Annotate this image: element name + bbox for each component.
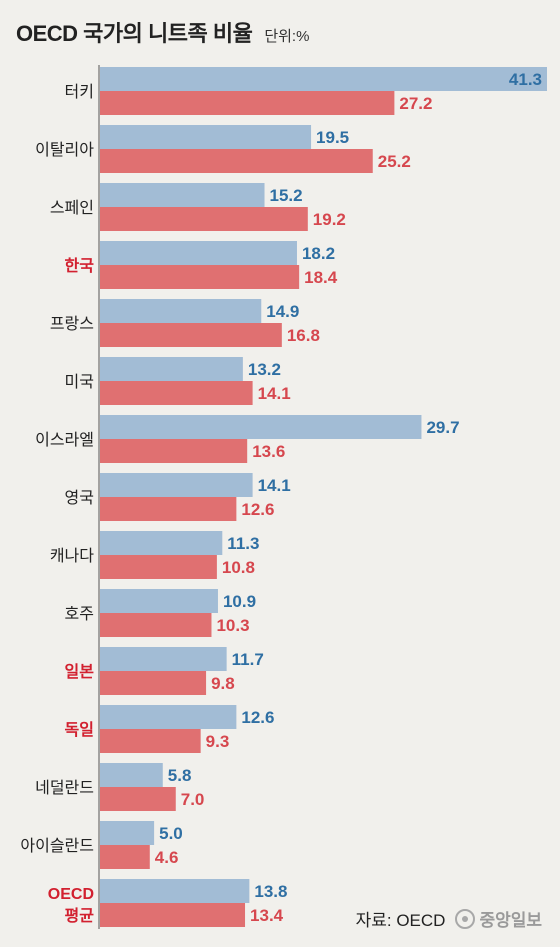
bar: [100, 323, 282, 347]
data-label: 12.6: [241, 708, 274, 727]
chart-header: OECD 국가의 니트족 비율 단위:%: [16, 16, 309, 56]
category-label: 프랑스: [50, 315, 94, 333]
bar: [100, 555, 217, 579]
bar: [100, 879, 250, 903]
data-label: 10.3: [216, 616, 249, 635]
publisher-logo-text: 중앙일보: [479, 911, 542, 930]
source-text: 자료: OECD: [355, 911, 446, 930]
data-label: 4.6: [155, 848, 179, 867]
data-label: 7.0: [181, 790, 205, 809]
data-label: 13.2: [248, 360, 281, 379]
bar: [100, 149, 373, 173]
category-label: 네덜란드: [35, 779, 94, 797]
bar: [100, 497, 237, 521]
data-label: 14.1: [258, 476, 291, 495]
bar: [100, 705, 237, 729]
data-label: 10.8: [222, 558, 255, 577]
bar: [100, 845, 150, 869]
data-label: 13.8: [254, 882, 287, 901]
bar: [100, 207, 308, 231]
publisher-logo: 중앙일보: [455, 906, 542, 931]
bar: [100, 589, 218, 613]
category-label: 영국: [65, 489, 94, 507]
data-label: 41.3: [509, 70, 542, 89]
source-footer: 자료: OECD 중앙일보: [356, 906, 542, 931]
bar: [100, 671, 207, 695]
category-label: 아이슬란드: [20, 837, 94, 855]
bar: [100, 265, 300, 289]
bar: [100, 439, 248, 463]
data-label: 29.7: [426, 418, 459, 437]
bar: [100, 381, 253, 405]
data-label: 9.3: [206, 732, 230, 751]
category-label: 한국: [65, 256, 95, 275]
bar: [100, 821, 155, 845]
chart-unit: 단위:%: [264, 28, 310, 45]
data-label: 10.9: [223, 592, 256, 611]
category-label: 독일: [65, 721, 94, 739]
data-label: 16.8: [287, 326, 320, 345]
bar: [100, 183, 265, 207]
data-label: 12.6: [241, 500, 274, 519]
data-label: 25.2: [378, 152, 411, 171]
data-label: 11.3: [227, 534, 259, 553]
data-label: 13.6: [252, 442, 285, 461]
bar: [100, 299, 262, 323]
category-label: OECD 평균: [48, 886, 95, 925]
category-label: 캐나다: [50, 547, 94, 565]
category-label: 이스라엘: [35, 431, 94, 449]
bar: [100, 91, 395, 115]
data-label: 18.4: [304, 268, 338, 287]
data-label: 11.7: [232, 650, 264, 669]
bar: [100, 729, 201, 753]
bar: [100, 647, 227, 671]
data-label: 27.2: [399, 94, 432, 113]
bar: [100, 531, 223, 555]
category-label: 일본: [65, 663, 95, 681]
publisher-logo-icon: [455, 908, 476, 929]
bar: [100, 67, 547, 91]
bar: [100, 415, 422, 439]
category-label: 스페인: [50, 199, 94, 217]
data-label: 5.0: [159, 824, 183, 843]
data-label: 13.4: [250, 906, 284, 925]
chart-title: OECD 국가의 니트족 비율: [16, 21, 253, 46]
data-label: 5.8: [168, 766, 192, 785]
bar: [100, 763, 163, 787]
bar: [100, 357, 243, 381]
data-label: 14.1: [258, 384, 291, 403]
data-label: 19.2: [313, 210, 346, 229]
category-label: 터키: [65, 83, 94, 101]
bar: [100, 613, 212, 637]
data-label: 14.9: [266, 302, 299, 321]
bar: [100, 787, 176, 811]
data-label: 19.5: [316, 128, 349, 147]
category-label: 미국: [65, 373, 94, 391]
bar: [100, 125, 312, 149]
bar: [100, 241, 297, 265]
data-label: 15.2: [270, 186, 303, 205]
bar: [100, 473, 253, 497]
category-label: 호주: [65, 606, 94, 623]
data-label: 9.8: [211, 674, 235, 693]
bar: [100, 903, 246, 927]
category-label: 이탈리아: [35, 141, 94, 159]
data-label: 18.2: [302, 244, 335, 263]
